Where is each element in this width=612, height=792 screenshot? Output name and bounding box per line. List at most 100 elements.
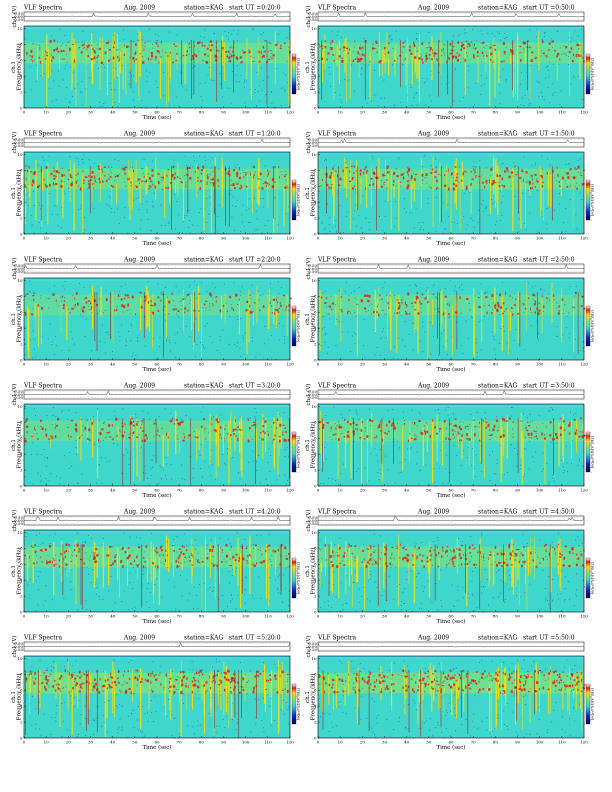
intensity-peak <box>111 184 113 187</box>
intensity-peak <box>173 549 175 552</box>
intensity-peak <box>414 422 416 425</box>
noise-speck <box>497 31 498 33</box>
intensity-peak <box>144 181 147 183</box>
noise-speck <box>435 297 437 299</box>
intensity-peak <box>331 302 334 305</box>
noise-speck <box>360 439 362 441</box>
noise-speck <box>152 206 154 208</box>
intensity-peak <box>448 438 450 440</box>
noise-speck <box>407 448 408 450</box>
noise-speck <box>230 543 231 545</box>
intensity-peak <box>103 166 106 169</box>
noise-speck <box>504 37 506 39</box>
noise-speck <box>240 356 241 357</box>
noise-speck <box>244 79 245 81</box>
noise-speck <box>168 223 170 224</box>
intensity-peak <box>575 291 577 294</box>
noise-speck <box>206 548 208 549</box>
noise-speck <box>51 424 53 426</box>
noise-speck <box>366 484 367 486</box>
noise-speck <box>410 447 412 449</box>
intensity-peak <box>33 182 35 184</box>
intensity-peak <box>443 52 445 54</box>
noise-speck <box>61 300 62 302</box>
intensity-peak <box>512 436 515 438</box>
intensity-peak <box>124 551 127 554</box>
intensity-peak <box>359 53 361 56</box>
noise-speck <box>147 41 149 42</box>
noise-speck <box>576 229 578 230</box>
y-axis-label: Frequency (kHz) <box>16 548 23 595</box>
intensity-peak <box>394 59 396 62</box>
intensity-peak <box>58 565 60 568</box>
colorbar-tick-label: - <box>591 470 593 475</box>
y-tick-label: 2 <box>20 467 23 472</box>
colorbar-label: log₁₀PSD(V²/Hz) <box>590 57 595 90</box>
noise-speck <box>88 439 90 440</box>
noise-speck <box>236 65 238 67</box>
noise-speck <box>263 357 265 359</box>
intensity-peak <box>123 53 125 57</box>
noise-speck <box>420 469 421 471</box>
noise-speck <box>160 204 162 206</box>
noise-speck <box>242 340 244 342</box>
intensity-peak <box>424 430 427 434</box>
intensity-peak <box>426 47 429 49</box>
intensity-peak <box>345 167 348 169</box>
noise-speck <box>62 42 64 44</box>
spectrogram-chart: VLF Spectra Aug. 2009 station=KAG start UT … <box>11 257 301 374</box>
waveform-tick-label: 0.50 <box>308 137 317 142</box>
noise-speck <box>283 412 285 414</box>
intensity-peak <box>234 42 236 44</box>
noise-speck <box>48 155 50 157</box>
noise-speck <box>87 535 89 536</box>
noise-speck <box>499 220 501 222</box>
intensity-peak <box>373 310 375 314</box>
noise-speck <box>252 439 253 440</box>
noise-speck <box>546 223 548 225</box>
x-tick-label: 90 <box>221 488 227 493</box>
intensity-peak <box>363 171 365 175</box>
noise-speck <box>412 422 413 424</box>
noise-speck <box>419 228 421 230</box>
intensity-peak <box>472 419 475 421</box>
intensity-peak <box>217 421 220 424</box>
x-tick-label: 40 <box>404 362 410 367</box>
x-tick-label: 0 <box>23 488 26 493</box>
noise-speck <box>353 51 355 52</box>
noise-speck <box>234 230 235 231</box>
intensity-peak <box>192 556 194 558</box>
intensity-peak <box>41 550 44 552</box>
noise-speck <box>356 225 357 227</box>
intensity-peak <box>207 55 209 57</box>
noise-speck <box>276 570 278 571</box>
noise-speck <box>240 295 242 297</box>
intensity-peak <box>386 167 389 170</box>
colorbar-label: log₁₀PSD(V²/Hz) <box>296 309 301 342</box>
x-tick-label: 40 <box>110 614 116 619</box>
intensity-peak <box>508 175 511 179</box>
noise-speck <box>209 587 211 588</box>
noise-speck <box>329 231 331 232</box>
intensity-peak <box>387 51 390 54</box>
noise-speck <box>339 321 340 323</box>
noise-speck <box>264 50 266 52</box>
noise-speck <box>27 584 29 586</box>
intensity-peak <box>460 48 462 52</box>
noise-speck <box>76 532 78 534</box>
noise-speck <box>149 71 151 73</box>
intensity-peak <box>393 425 395 428</box>
noise-speck <box>40 227 41 229</box>
intensity-peak <box>128 555 131 558</box>
intensity-peak <box>39 549 42 552</box>
noise-speck <box>523 48 525 50</box>
noise-speck <box>130 325 132 326</box>
intensity-peak <box>179 178 181 179</box>
intensity-peak <box>274 44 278 46</box>
noise-speck <box>128 330 129 332</box>
intensity-peak <box>386 187 388 190</box>
intensity-peak <box>474 171 477 173</box>
noise-speck <box>54 533 56 535</box>
noise-speck <box>568 312 570 314</box>
noise-speck <box>285 179 287 181</box>
